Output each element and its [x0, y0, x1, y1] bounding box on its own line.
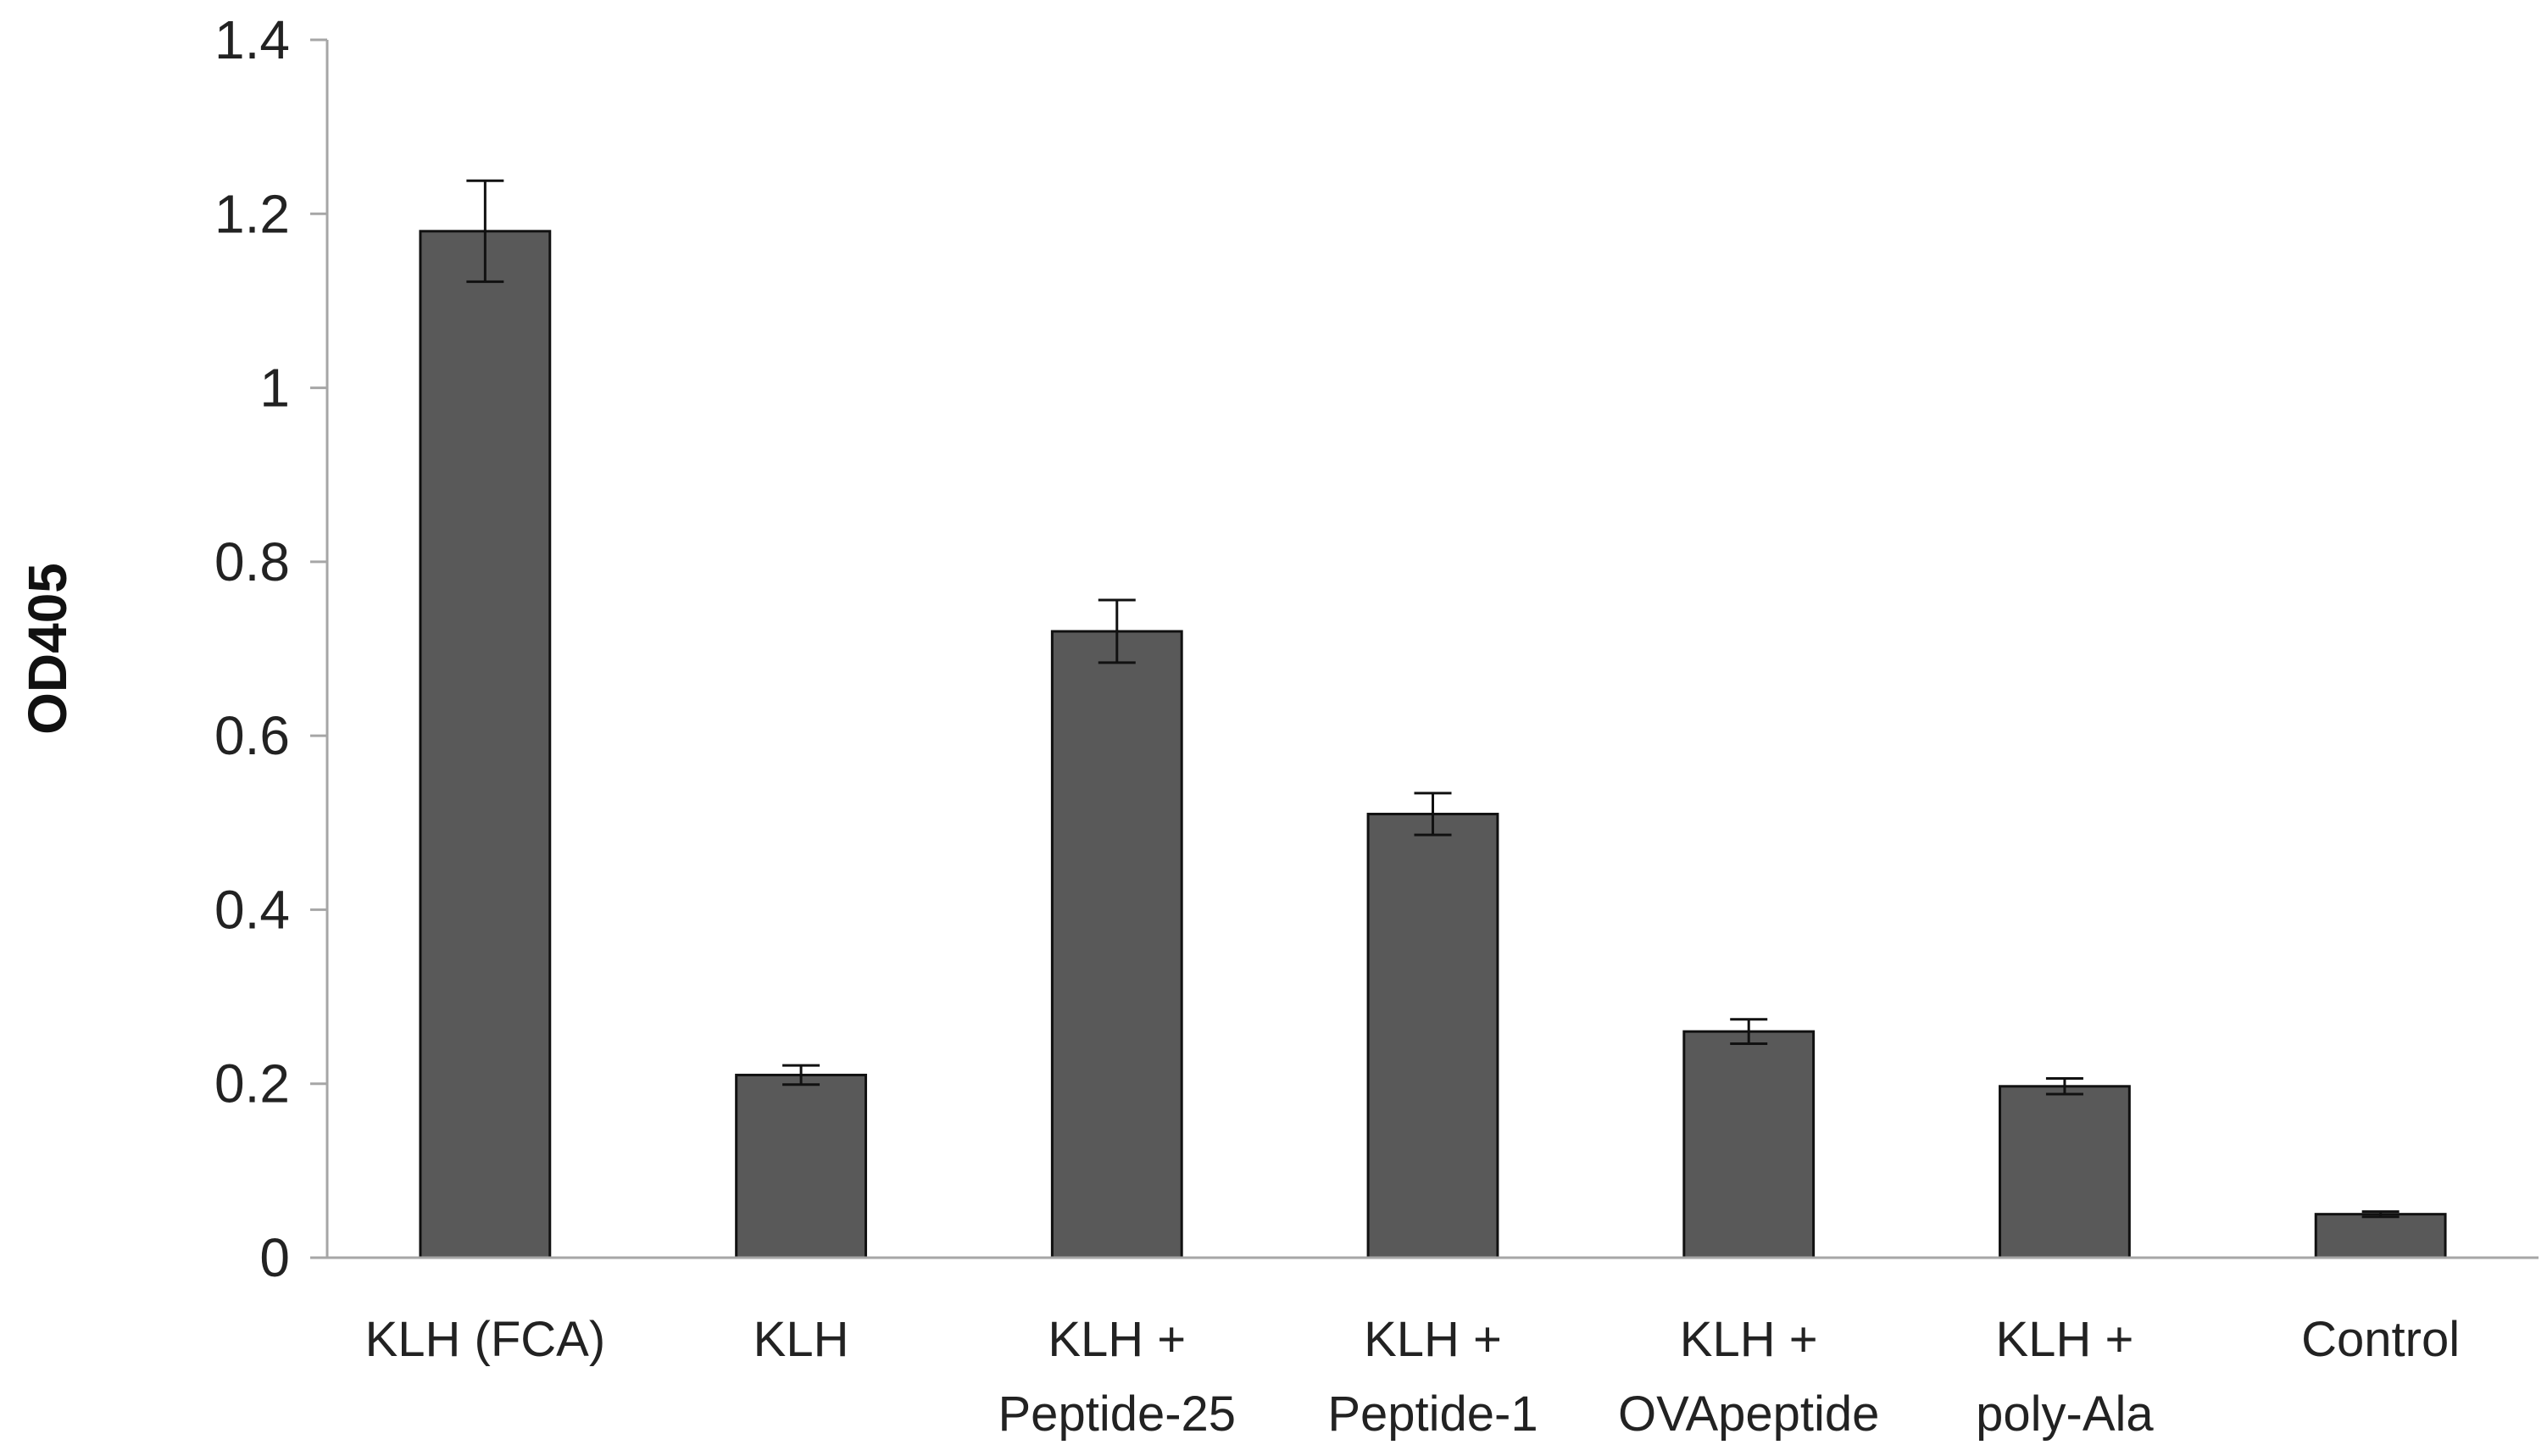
- x-tick-label: KLH +: [1364, 1312, 1502, 1367]
- x-tick-label: KLH +: [1996, 1312, 2134, 1367]
- y-tick-label: 0.8: [214, 531, 290, 592]
- x-tick-label: Peptide-25: [998, 1387, 1237, 1442]
- x-tick-label: KLH +: [1680, 1312, 1818, 1367]
- bar: [1682, 1030, 1816, 1259]
- y-tick-label: 1.4: [214, 9, 290, 70]
- y-tick-label: 0.6: [214, 705, 290, 766]
- x-tick-label: KLH (FCA): [365, 1312, 606, 1367]
- bar: [1999, 1085, 2131, 1259]
- bar: [1366, 813, 1499, 1259]
- bar: [419, 230, 552, 1259]
- y-tick-label: 0.4: [214, 879, 290, 940]
- bar: [1050, 630, 1183, 1259]
- x-tick-label: Peptide-1: [1327, 1387, 1538, 1442]
- y-tick-label: 0.2: [214, 1053, 290, 1114]
- x-axis-labels: KLH (FCA) KLH KLH + Peptide-25 KLH + Peptide-…: [365, 1312, 2461, 1442]
- x-tick-label: KLH: [754, 1312, 849, 1367]
- bars: [419, 179, 2447, 1259]
- y-tick-label: 1.2: [214, 183, 290, 244]
- y-axis: 0 0.2 0.4 0.6 0.8 1 1.2 1.4: [214, 9, 327, 1288]
- x-tick-label: OVApeptide: [1618, 1387, 1879, 1442]
- bar: [735, 1073, 867, 1259]
- x-tick-label: KLH +: [1048, 1312, 1186, 1367]
- y-axis-title: OD405: [17, 563, 78, 735]
- x-tick-label: Control: [2301, 1312, 2460, 1367]
- bar: [2314, 1213, 2447, 1259]
- y-tick-label: 1: [259, 358, 290, 419]
- y-tick-label: 0: [259, 1227, 290, 1288]
- x-tick-label: poly-Ala: [1976, 1387, 2154, 1442]
